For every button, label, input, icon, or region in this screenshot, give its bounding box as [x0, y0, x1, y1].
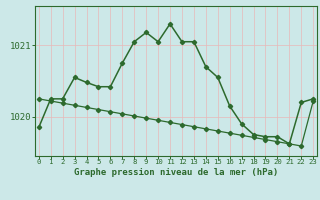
X-axis label: Graphe pression niveau de la mer (hPa): Graphe pression niveau de la mer (hPa) [74, 168, 278, 177]
